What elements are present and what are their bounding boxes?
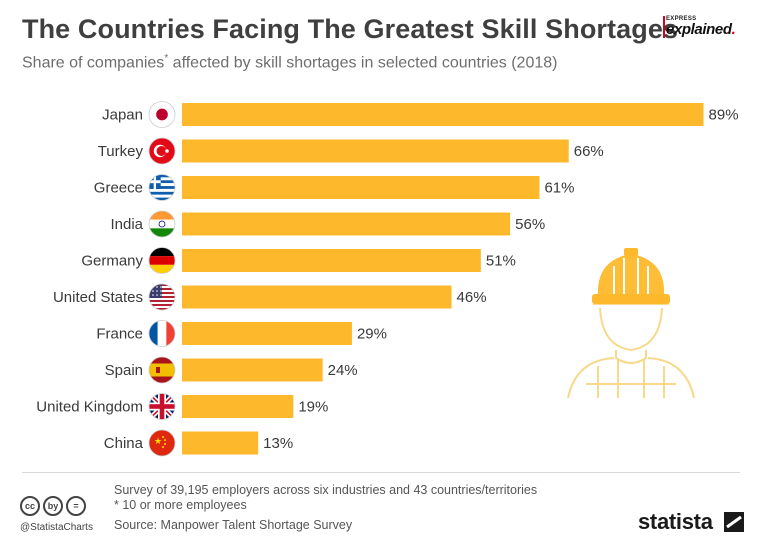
brand-express-text: EXPRESS <box>666 16 697 22</box>
no-derivatives-icon: = <box>66 496 86 516</box>
statista-logo-icon <box>724 512 744 532</box>
footer-divider <box>22 472 740 473</box>
flag-outline <box>148 429 176 457</box>
brand-explained-text: explained. <box>666 22 752 37</box>
brand-accent-bar <box>663 16 665 38</box>
value-label-spain: 24% <box>328 362 358 379</box>
flag-outline <box>148 283 176 311</box>
value-label-india: 56% <box>515 216 545 233</box>
bar-germany <box>182 249 481 272</box>
bar-chart: Japan 89% Turkey 66% Greece 61% India 56% German… <box>36 101 739 457</box>
bar-china <box>182 431 259 455</box>
category-label-germany: Germany <box>81 253 143 270</box>
bar-united-kingdom <box>182 395 294 418</box>
category-label-united-states: United States <box>53 289 143 306</box>
value-label-united-kingdom: 19% <box>298 399 328 416</box>
category-label-united-kingdom: United Kingdom <box>36 399 143 416</box>
united-states-flag-icon <box>149 284 175 310</box>
india-flag-icon <box>149 211 175 237</box>
brand-explained-word: explained <box>666 21 732 38</box>
attribution-icon: by <box>43 496 63 516</box>
subtitle-text-pre: Share of companies <box>22 54 165 72</box>
turkey-flag-icon <box>149 138 175 164</box>
value-label-china: 13% <box>263 435 293 452</box>
bar-france <box>182 322 352 345</box>
category-label-japan: Japan <box>102 107 143 124</box>
flag-outline <box>148 356 176 384</box>
bar-japan <box>182 103 704 126</box>
flag-outline <box>148 210 176 238</box>
category-label-china: China <box>104 435 144 452</box>
subtitle-text-post: affected by skill shortages in selected … <box>168 54 558 72</box>
value-label-france: 29% <box>357 326 387 343</box>
category-label-france: France <box>96 326 143 343</box>
subtitle-asterisk: * <box>164 53 169 64</box>
flag-outline <box>148 174 176 201</box>
source-note: Source: Manpower Talent Shortage Survey <box>114 518 353 532</box>
statista-charts-handle: @StatistaCharts <box>20 522 93 533</box>
value-label-japan: 89% <box>709 107 739 124</box>
flag-outline <box>148 137 176 165</box>
value-label-turkey: 66% <box>574 143 604 160</box>
flag-outline <box>148 101 176 128</box>
construction-worker-icon <box>567 248 695 399</box>
bar-spain <box>182 358 323 382</box>
flag-outline <box>148 247 176 274</box>
chart-subtitle: Share of companies* affected by skill sh… <box>22 53 557 72</box>
category-label-india: India <box>110 216 143 233</box>
creative-commons-icon: cc <box>20 496 40 516</box>
value-label-germany: 51% <box>486 253 516 270</box>
express-explained-logo: EXPRESS explained. <box>663 16 752 38</box>
bar-greece <box>182 176 540 199</box>
flag-outline <box>148 320 176 347</box>
bar-india <box>182 212 511 236</box>
germany-flag-icon <box>149 247 175 274</box>
category-label-greece: Greece <box>94 180 143 197</box>
footnote: * 10 or more employees <box>114 498 247 512</box>
japan-flag-icon <box>149 101 175 128</box>
value-label-greece: 61% <box>544 180 574 197</box>
survey-note: Survey of 39,195 employers across six in… <box>114 483 538 497</box>
license-icons: cc by = <box>20 496 86 516</box>
category-label-spain: Spain <box>105 362 143 379</box>
china-flag-icon: ★ <box>149 430 175 456</box>
bar-turkey <box>182 139 569 163</box>
spain-flag-icon <box>149 357 175 383</box>
france-flag-icon <box>149 320 175 347</box>
svg-text:★: ★ <box>154 437 162 447</box>
greece-flag-icon <box>149 174 175 201</box>
brand-dot: . <box>731 21 736 38</box>
category-label-turkey: Turkey <box>98 143 144 160</box>
chart-title: The Countries Facing The Greatest Skill … <box>22 14 679 44</box>
united-kingdom-flag-icon <box>149 393 175 420</box>
statista-logo-text: statista <box>638 509 713 534</box>
value-label-united-states: 46% <box>457 289 487 306</box>
flag-outline <box>148 393 176 420</box>
bar-united-states <box>182 285 452 309</box>
